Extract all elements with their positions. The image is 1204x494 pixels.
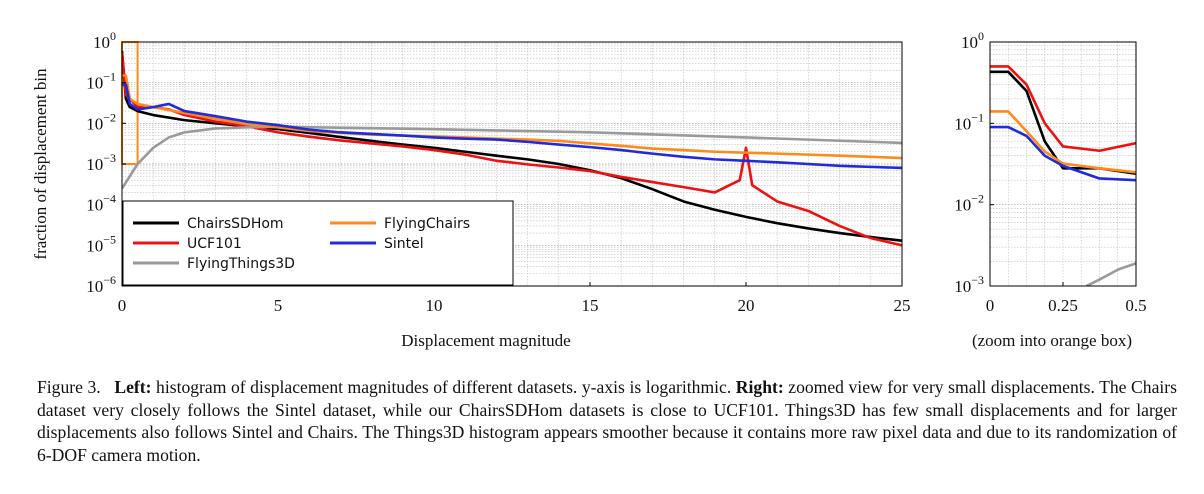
y-tick-label: 100 [93,29,116,52]
legend-frame [122,200,514,286]
y-tick-label: 10−3 [86,151,116,174]
zoom-chart: 0 0.25 0.5 100 10−1 10−2 10−3 (zoom into orang… [954,29,1146,350]
y-tick-label: 100 [961,29,984,52]
figure-label: Figure 3. [37,377,101,397]
y-axis-label: fraction of displacement bin [31,68,50,260]
figure: 0 5 10 15 20 25 100 10−1 10−2 10−3 10−4 10−5 10−6 fr… [31,29,1147,350]
x-tick-label: 0.5 [1125,296,1146,315]
x-tick-label: 0 [986,296,995,315]
axis-ticks: 0 5 10 15 20 25 100 10−1 10−2 10−3 10−4 10−5 10−6 [86,29,910,315]
x-tick-label: 0.25 [1048,296,1078,315]
left-label: Left: [114,377,152,397]
legend-label: ChairsSDHom [187,216,284,232]
y-tick-label: 10−5 [86,232,116,255]
x-axis-label: (zoom into orange box) [972,331,1132,350]
series-line-sintel [122,83,902,170]
x-tick-label: 20 [738,296,755,315]
series-line-sintel [990,125,1136,182]
legend-label: FlyingChairs [384,216,470,232]
series-line-chairssdhom [122,50,902,242]
y-tick-label: 10−4 [86,192,116,215]
legend-label: UCF101 [187,236,242,252]
x-tick-label: 0 [118,296,127,315]
right-description: zoomed view for very small displacements… [37,377,1177,465]
legend-label: Sintel [384,236,424,252]
displacement-histogram-chart: 0 5 10 15 20 25 100 10−1 10−2 10−3 10−4 10−5 10−6 fr… [31,29,911,350]
series-line-flyingthings3d [1085,262,1136,286]
series-line-flyingchairs [122,74,902,160]
y-tick-label: 10−3 [954,273,984,296]
legend: ChairsSDHom UCF101 FlyingThings3D FlyingCha… [122,200,514,286]
figure-caption: Figure 3. Left: histogram of displacemen… [37,376,1177,466]
series-line-flyingchairs [990,110,1136,174]
series-lines [990,65,1136,286]
y-tick-label: 10−1 [86,70,116,93]
y-tick-label: 10−6 [86,273,116,296]
x-tick-label: 15 [582,296,599,315]
series-line-ucf101 [990,65,1136,153]
y-tick-label: 10−2 [86,110,116,133]
series-line-flyingthings3d [122,125,902,190]
legend-label: FlyingThings3D [187,256,295,272]
x-tick-label: 5 [274,296,283,315]
left-description: histogram of displacement magnitudes of … [156,377,732,397]
x-tick-label: 25 [894,296,911,315]
x-tick-label: 10 [426,296,443,315]
x-axis-label: Displacement magnitude [401,331,570,350]
y-tick-label: 10−1 [954,110,984,133]
axis-ticks: 0 0.25 0.5 100 10−1 10−2 10−3 [954,29,1146,315]
right-label: Right: [735,377,784,397]
series-lines [122,50,902,247]
y-tick-label: 10−2 [954,192,984,215]
